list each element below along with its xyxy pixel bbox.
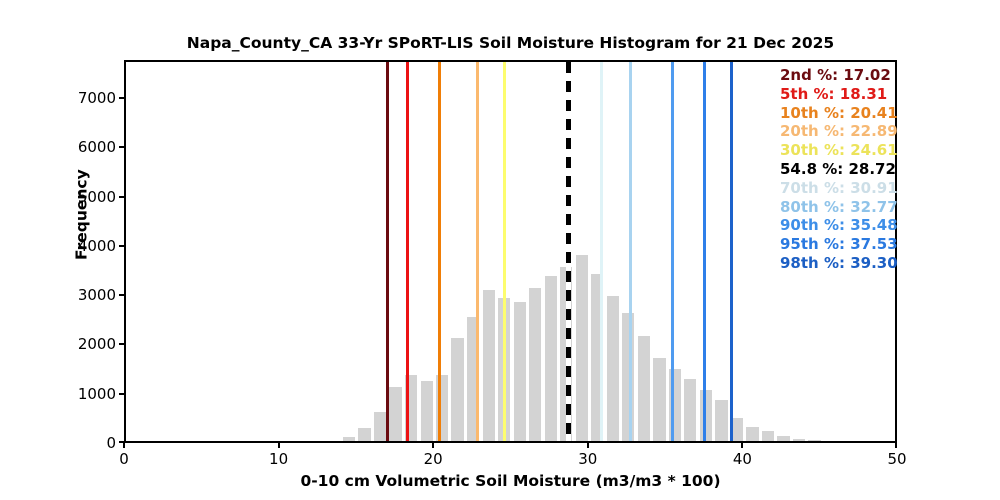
x-tick-label: 20 — [423, 450, 443, 468]
y-tick-label: 7000 — [77, 88, 116, 107]
y-tick-label: 4000 — [77, 236, 116, 255]
histogram-bar — [529, 287, 542, 441]
y-tick-label: 2000 — [77, 335, 116, 354]
histogram-bar — [544, 276, 557, 441]
histogram-bar — [684, 378, 697, 441]
histogram-bar — [777, 436, 790, 441]
y-tick-mark — [119, 146, 124, 149]
percentile-line-p70 — [600, 62, 604, 441]
percentile-line-median — [565, 62, 571, 441]
y-tick-mark — [119, 392, 124, 395]
histogram-bar — [389, 387, 402, 441]
histogram-bar — [653, 357, 666, 441]
legend-entry: 70th %: 30.91 — [780, 178, 898, 197]
legend: 2nd %: 17.02 5th %: 18.31 10th %: 20.41 20t… — [780, 66, 898, 273]
legend-entry: 95th %: 37.53 — [780, 235, 898, 254]
legend-entry: 98th %: 39.30 — [780, 253, 898, 272]
x-tick-mark — [586, 443, 589, 448]
histogram-bar — [591, 273, 604, 441]
legend-entry: 30th %: 24.61 — [780, 141, 898, 160]
histogram-bar — [482, 290, 495, 441]
histogram-bar — [808, 440, 821, 441]
histogram-bar — [746, 427, 759, 441]
plot-area: 2nd %: 17.02 5th %: 18.31 10th %: 20.41 20t… — [124, 60, 898, 443]
y-tick-label: 6000 — [77, 138, 116, 157]
histogram-bar — [373, 411, 387, 441]
percentile-line-p20 — [476, 62, 480, 441]
percentile-line-p5 — [405, 62, 409, 441]
y-tick-mark — [119, 294, 124, 297]
histogram-bar — [715, 399, 728, 441]
histogram-bar — [637, 336, 650, 441]
y-tick-mark — [119, 195, 124, 198]
x-tick-mark — [741, 443, 744, 448]
histogram-bar — [606, 296, 620, 441]
histogram-bar — [467, 317, 480, 441]
histogram-bar — [730, 418, 743, 441]
y-tick-mark — [119, 441, 124, 443]
histogram-bar — [342, 437, 356, 441]
x-tick-mark — [277, 443, 280, 448]
legend-entry: 2nd %: 17.02 — [780, 66, 891, 84]
legend-entry: 10th %: 20.41 — [780, 103, 898, 122]
percentile-line-p30 — [502, 62, 506, 441]
legend-entry: 5th %: 18.31 — [780, 84, 888, 103]
percentile-line-p98 — [730, 62, 734, 441]
y-tick-label: 5000 — [77, 187, 116, 206]
x-tick-label: 50 — [887, 450, 907, 468]
y-tick-mark — [119, 96, 124, 99]
percentile-line-p95 — [702, 62, 706, 441]
histogram-bar — [358, 427, 371, 441]
histogram-bar — [513, 302, 526, 441]
x-tick-label: 40 — [732, 450, 752, 468]
chart-title: Napa_County_CA 33-Yr SPoRT-LIS Soil Mois… — [186, 34, 835, 52]
x-tick-mark — [895, 443, 897, 448]
histogram-bar — [420, 381, 433, 441]
legend-entry: 80th %: 32.77 — [780, 197, 898, 216]
x-tick-mark — [123, 443, 125, 448]
y-tick-label: 3000 — [77, 286, 116, 305]
percentile-line-p90 — [671, 62, 675, 441]
y-tick-label: 1000 — [77, 384, 116, 403]
histogram-bar — [575, 254, 588, 441]
y-tick-label: 0 — [106, 434, 116, 452]
percentile-line-p2 — [385, 62, 389, 441]
x-axis-label: 0-10 cm Volumetric Soil Moisture (m3/m3 … — [300, 472, 721, 490]
y-tick-mark — [119, 343, 124, 346]
histogram-bar — [761, 430, 775, 441]
legend-entry: 54.8 %: 28.72 — [780, 159, 896, 178]
histogram-bar — [699, 390, 713, 441]
x-tick-label: 30 — [578, 450, 598, 468]
x-tick-label: 0 — [119, 450, 129, 468]
histogram-bar — [451, 337, 464, 441]
x-tick-label: 10 — [269, 450, 289, 468]
percentile-lines-layer — [126, 62, 895, 441]
legend-entry: 90th %: 35.48 — [780, 216, 898, 235]
x-tick-mark — [432, 443, 435, 448]
legend-entry: 20th %: 22.89 — [780, 122, 898, 141]
percentile-line-p80 — [629, 62, 633, 441]
histogram-bar — [792, 439, 806, 441]
y-tick-mark — [119, 244, 124, 247]
percentile-line-p10 — [438, 62, 442, 441]
